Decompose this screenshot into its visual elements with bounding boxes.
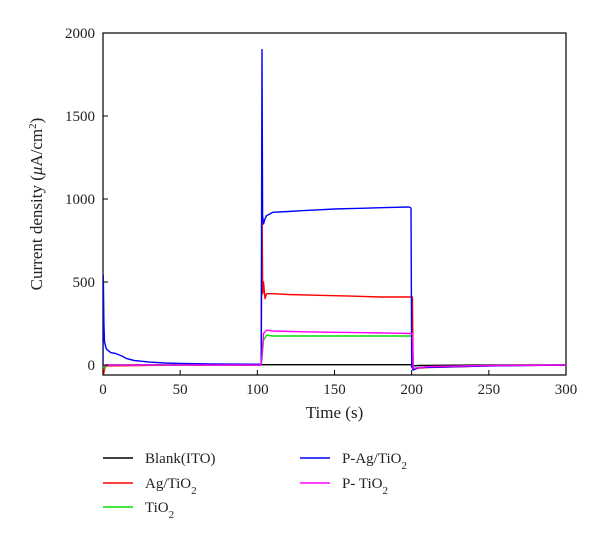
x-tick-label: 200	[400, 382, 423, 398]
y-tick-label: 1000	[65, 192, 95, 208]
series-layer	[103, 48, 566, 375]
series-line-ag-tio2	[103, 201, 566, 375]
series-line-p-ag-tio2	[103, 48, 566, 371]
x-axis: 0 50 100 150 200 250 300	[99, 370, 577, 398]
series-line-p-tio2	[103, 329, 566, 370]
x-tick-label: 150	[323, 382, 346, 398]
x-tick-label: 250	[478, 382, 501, 398]
legend-label-ag-tio2: Ag/TiO2	[145, 476, 197, 497]
x-axis-label: Time (s)	[306, 403, 363, 422]
x-tick-label: 50	[173, 382, 188, 398]
y-axis-label: Current density (μA/cm2)	[27, 118, 46, 291]
legend-label-tio2: TiO2	[145, 500, 174, 521]
y-tick-label: 500	[73, 275, 96, 291]
y-tick-label: 2000	[65, 26, 95, 42]
plot-frame	[102, 32, 567, 376]
x-tick-label: 0	[99, 382, 107, 398]
y-tick-label: 0	[88, 358, 96, 374]
legend-label-blank-ito: Blank(ITO)	[145, 451, 216, 467]
legend-label-p-ag-tio2: P-Ag/TiO2	[342, 451, 407, 472]
legend: Blank(ITO) Ag/TiO2 TiO2 P-Ag/TiO2 P- TiO2	[103, 451, 407, 521]
x-tick-label: 100	[246, 382, 269, 398]
legend-label-p-tio2: P- TiO2	[342, 476, 388, 497]
x-tick-label: 300	[555, 382, 578, 398]
y-tick-label: 1500	[65, 109, 95, 125]
y-axis: 0 500 1000 1500 2000	[65, 26, 108, 374]
